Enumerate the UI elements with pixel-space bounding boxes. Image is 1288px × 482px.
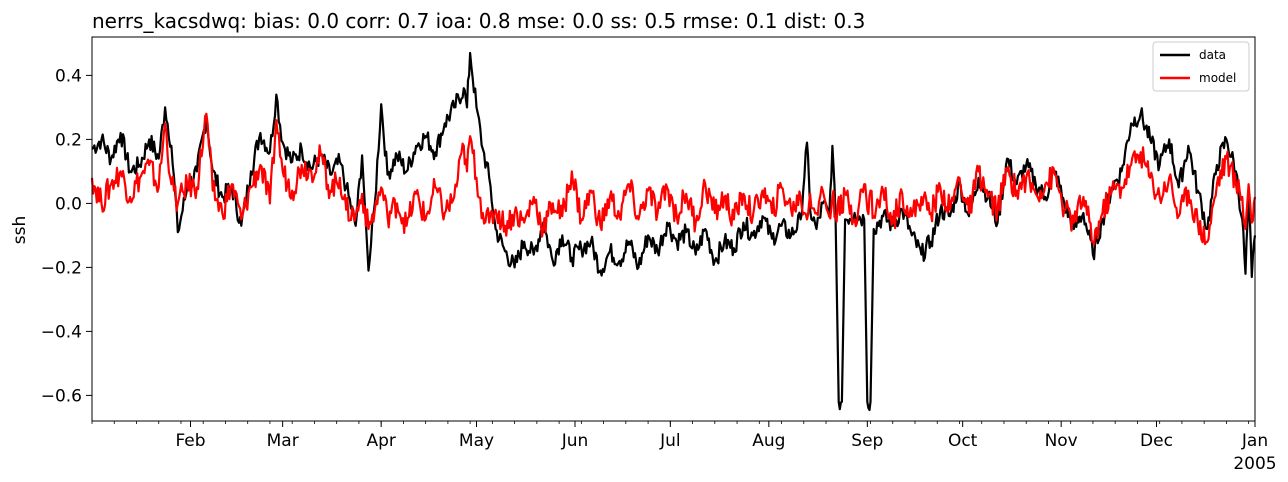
y-tick-label: −0.6 <box>41 386 82 406</box>
x-tick-label: Jun <box>561 431 589 451</box>
x-tick-label: Aug <box>752 431 785 451</box>
x-tick-label: Jul <box>659 431 681 451</box>
legend-label-model: model <box>1199 71 1236 85</box>
x-tick-label: Feb <box>175 431 205 451</box>
legend-label-data: data <box>1199 48 1226 62</box>
plot-frame <box>91 36 1256 422</box>
x-tick-label: Jan <box>1241 431 1268 451</box>
x-tick-label: Nov <box>1045 431 1078 451</box>
x-offset-label: 2005 <box>1233 454 1276 474</box>
y-tick-label: 0.4 <box>55 66 82 86</box>
y-tick-label: 0.0 <box>55 194 82 214</box>
x-tick-label: Apr <box>366 431 395 451</box>
axes: 0.4 0.2 0.0 −0.2 −0.4 −0.6 Feb Mar Apr May Jun Jul A… <box>41 36 1277 474</box>
plot-area <box>90 51 1257 412</box>
x-tick-label: Sep <box>851 431 883 451</box>
chart-title: nerrs_kacsdwq: bias: 0.0 corr: 0.7 ioa: … <box>92 9 865 33</box>
y-tick-label: −0.4 <box>41 322 82 342</box>
x-tick-label: Oct <box>948 431 978 451</box>
legend: data model <box>1152 41 1250 92</box>
x-tick-label: Mar <box>267 431 299 451</box>
y-tick-label: −0.2 <box>41 258 82 278</box>
x-tick-label: May <box>459 431 494 451</box>
y-tick-label: 0.2 <box>55 130 82 150</box>
y-axis-label: ssh <box>10 216 30 245</box>
x-tick-label: Dec <box>1140 431 1173 451</box>
series-line-model <box>90 112 1257 246</box>
series-line-data <box>91 51 1257 412</box>
